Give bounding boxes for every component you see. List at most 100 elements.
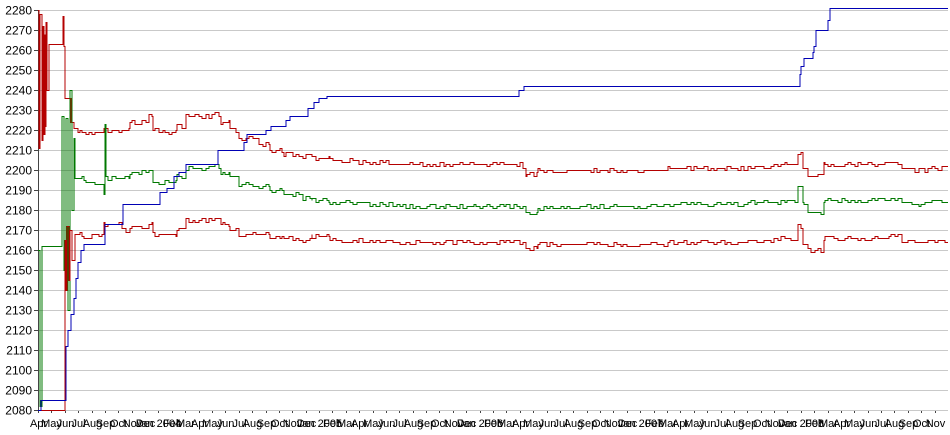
svg-text:2130: 2130 — [5, 304, 32, 318]
svg-text:Dec: Dec — [136, 418, 156, 430]
svg-text:Oct: Oct — [592, 418, 609, 430]
svg-text:2210: 2210 — [5, 144, 32, 158]
svg-text:2080: 2080 — [5, 404, 32, 418]
svg-text:Dec: Dec — [457, 418, 477, 430]
svg-text:2110: 2110 — [6, 344, 32, 358]
svg-text:2250: 2250 — [5, 64, 32, 78]
svg-text:Aug: Aug — [564, 418, 584, 430]
svg-text:Nov: Nov — [123, 418, 143, 430]
svg-text:Apr: Apr — [30, 418, 47, 430]
svg-text:Aug: Aug — [885, 418, 905, 430]
series-upper-band-red — [38, 9, 948, 178]
svg-text:Feb: Feb — [484, 418, 503, 430]
svg-text:2200: 2200 — [5, 164, 32, 178]
svg-text:Feb: Feb — [645, 418, 664, 430]
svg-text:Jan 2006: Jan 2006 — [458, 418, 503, 430]
svg-text:Dec: Dec — [618, 418, 638, 430]
svg-text:Dec: Dec — [778, 418, 798, 430]
svg-text:Sep: Sep — [257, 418, 277, 430]
svg-text:2170: 2170 — [5, 224, 32, 238]
svg-text:Oct: Oct — [271, 418, 288, 430]
svg-text:Apr: Apr — [191, 418, 208, 430]
svg-text:Sep: Sep — [578, 418, 598, 430]
svg-text:Nov: Nov — [765, 418, 785, 430]
svg-text:Oct: Oct — [110, 418, 127, 430]
svg-text:2240: 2240 — [5, 84, 32, 98]
svg-text:Jan 2008: Jan 2008 — [779, 418, 824, 430]
svg-text:Jun: Jun — [57, 418, 75, 430]
svg-text:Sep: Sep — [738, 418, 758, 430]
svg-text:2160: 2160 — [5, 244, 32, 258]
svg-text:Jul: Jul — [714, 418, 728, 430]
svg-text:Nov: Nov — [283, 418, 303, 430]
series-center-rating-green — [38, 89, 948, 408]
svg-text:2100: 2100 — [5, 364, 32, 378]
series-lower-band-red — [38, 217, 948, 412]
svg-text:Apr: Apr — [672, 418, 689, 430]
svg-text:2180: 2180 — [5, 204, 32, 218]
svg-text:2150: 2150 — [5, 264, 32, 278]
svg-text:Mar: Mar — [497, 418, 516, 430]
svg-text:2220: 2220 — [5, 124, 32, 138]
svg-text:Jul: Jul — [553, 418, 567, 430]
svg-text:Dec: Dec — [297, 418, 317, 430]
svg-text:2140: 2140 — [5, 284, 32, 298]
svg-text:Jun: Jun — [539, 418, 557, 430]
svg-text:Feb: Feb — [163, 418, 182, 430]
svg-text:Mar: Mar — [658, 418, 677, 430]
svg-text:Jul: Jul — [874, 418, 888, 430]
svg-text:2120: 2120 — [5, 324, 32, 338]
svg-text:Jan 2007: Jan 2007 — [618, 418, 663, 430]
svg-text:May: May — [202, 418, 223, 430]
svg-text:2090: 2090 — [5, 384, 32, 398]
svg-text:May: May — [363, 418, 384, 430]
svg-text:May: May — [523, 418, 544, 430]
svg-text:Feb: Feb — [323, 418, 342, 430]
series-cumulative-step-blue — [38, 7, 948, 412]
y-axis-ticks — [34, 10, 38, 411]
svg-text:Mar: Mar — [819, 418, 838, 430]
svg-text:Aug: Aug — [83, 418, 103, 430]
svg-text:Apr: Apr — [512, 418, 529, 430]
svg-text:2230: 2230 — [5, 104, 32, 118]
svg-text:Oct: Oct — [431, 418, 448, 430]
svg-text:May: May — [41, 418, 62, 430]
svg-text:Jul: Jul — [232, 418, 246, 430]
svg-text:Sep: Sep — [899, 418, 919, 430]
svg-text:Jul: Jul — [392, 418, 406, 430]
svg-text:Aug: Aug — [404, 418, 424, 430]
y-axis-labels: 2280 2270 2260 2250 2240 2230 2220 2210 2200 2190… — [5, 4, 32, 418]
svg-text:Jun: Jun — [217, 418, 235, 430]
svg-text:Mar: Mar — [337, 418, 356, 430]
svg-text:Jun: Jun — [378, 418, 396, 430]
svg-text:Jun: Jun — [860, 418, 878, 430]
svg-text:Oct: Oct — [753, 418, 770, 430]
svg-text:2280: 2280 — [5, 4, 32, 18]
svg-text:Apr: Apr — [351, 418, 368, 430]
svg-text:Apr: Apr — [833, 418, 850, 430]
svg-text:Mar: Mar — [176, 418, 195, 430]
svg-text:Nov: Nov — [444, 418, 464, 430]
svg-text:Jan 2005: Jan 2005 — [297, 418, 342, 430]
svg-text:Feb: Feb — [805, 418, 824, 430]
x-axis-ticks — [38, 411, 936, 413]
gridlines — [38, 10, 948, 411]
svg-text:Jun: Jun — [699, 418, 717, 430]
svg-text:Aug: Aug — [725, 418, 745, 430]
svg-text:Oct: Oct — [913, 418, 930, 430]
svg-text:Jul: Jul — [71, 418, 85, 430]
svg-text:2190: 2190 — [5, 184, 32, 198]
svg-text:Aug: Aug — [243, 418, 263, 430]
svg-text:May: May — [684, 418, 705, 430]
svg-text:Jan 2004: Jan 2004 — [136, 418, 181, 430]
svg-text:2260: 2260 — [5, 44, 32, 58]
svg-text:2270: 2270 — [5, 24, 32, 38]
svg-text:May: May — [844, 418, 865, 430]
svg-text:Sep: Sep — [417, 418, 437, 430]
svg-text:Nov: Nov — [926, 418, 946, 430]
svg-text:Nov: Nov — [604, 418, 624, 430]
svg-text:Sep: Sep — [96, 418, 116, 430]
